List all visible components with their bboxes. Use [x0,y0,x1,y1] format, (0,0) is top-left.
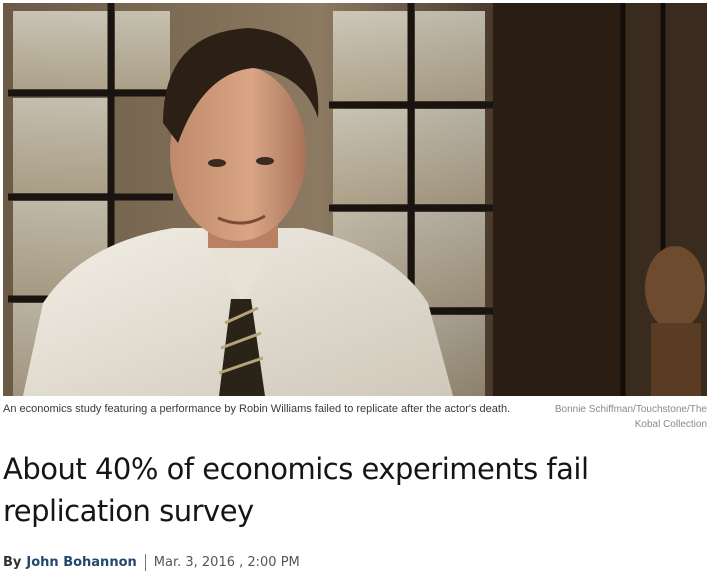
publish-date: Mar. 3, 2016 , 2:00 PM [153,554,300,570]
byline-separator [144,553,146,571]
photo-caption-row: An economics study featuring a performan… [3,402,707,436]
byline: By John Bohannon Mar. 3, 2016 , 2:00 PM [3,552,300,572]
hero-photo [3,3,707,396]
hero-photo-illustration [3,3,707,396]
byline-label: By [3,554,22,570]
article-headline: About 40% of economics experiments fail … [3,452,589,528]
photo-credit: Bonnie Schiffman/Touchstone/The Kobal Co… [554,404,707,430]
bust-sculpture [645,246,705,396]
photo-caption: An economics study featuring a performan… [3,403,511,415]
window-mullions [8,3,493,396]
author-link[interactable]: John Bohannon [26,554,137,570]
portrait-subject [23,28,453,396]
